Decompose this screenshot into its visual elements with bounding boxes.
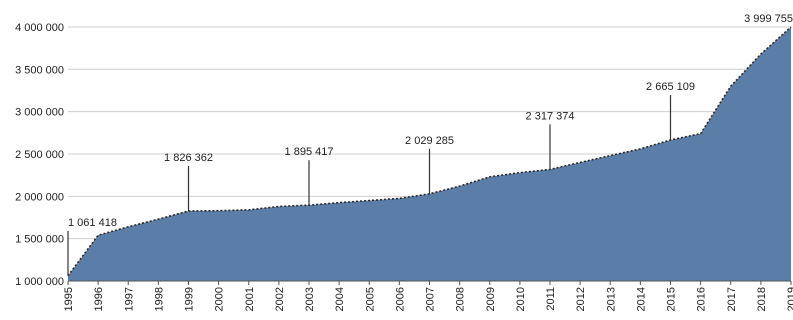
x-tick-label: 2001: [244, 287, 256, 311]
x-tick-label: 2006: [394, 287, 406, 311]
data-label: 2 029 285: [405, 135, 454, 147]
x-tick-label: 1997: [123, 287, 135, 311]
x-tick-label: 2017: [726, 287, 738, 311]
y-tick-label: 2 000 000: [15, 191, 64, 203]
x-tick-label: 1998: [153, 287, 165, 311]
x-tick-label: 2009: [485, 287, 497, 311]
data-label: 2 665 109: [646, 81, 695, 93]
x-tick-label: 2011: [545, 287, 557, 311]
x-tick-label: 2005: [364, 287, 376, 311]
x-tick-label: 1999: [184, 287, 196, 311]
x-tick-label: 1995: [63, 287, 75, 311]
annotations: 1 061 418 1 826 362 1 895 417 2 029 285 2 31…: [67, 13, 793, 276]
x-tick-label: 2019: [786, 287, 793, 311]
x-tick-label: 2013: [605, 287, 617, 311]
data-label: 1 826 362: [164, 152, 213, 164]
x-tick-label: 1996: [93, 287, 105, 311]
y-tick-label: 2 500 000: [15, 149, 64, 161]
x-tick-label: 2010: [515, 287, 527, 311]
x-tick-label: 2008: [455, 287, 467, 311]
y-tick-label: 3 500 000: [15, 64, 64, 76]
x-tick-label: 2004: [334, 287, 346, 311]
x-tick-label: 2007: [425, 287, 437, 311]
y-tick-label: 1 500 000: [15, 234, 64, 246]
x-tick-label: 2014: [635, 287, 647, 311]
x-tick-label: 2015: [666, 287, 678, 311]
y-tick-label: 4 000 000: [15, 22, 64, 34]
x-tick-label: 2018: [756, 287, 768, 311]
data-label: 2 317 374: [526, 110, 575, 122]
x-tick-label: 2000: [214, 287, 226, 311]
x-tick-label: 2016: [696, 287, 708, 311]
x-tick-label: 2012: [575, 287, 587, 311]
y-axis: 1 000 000 1 500 000 2 000 000 2 500 000 3 00…: [15, 22, 64, 288]
y-tick-label: 3 000 000: [15, 107, 64, 119]
x-axis: 1995 1996 1997 1998 1999 2000 2001 2002 2003 2004…: [63, 280, 793, 311]
area-fill: [68, 26, 791, 281]
x-tick-label: 2003: [304, 287, 316, 311]
y-tick-label: 1 000 000: [15, 276, 64, 288]
data-label: 1 061 418: [68, 217, 117, 229]
data-label: 1 895 417: [285, 146, 334, 158]
x-tick-label: 2002: [274, 287, 286, 311]
data-label: 3 999 755: [744, 13, 793, 25]
